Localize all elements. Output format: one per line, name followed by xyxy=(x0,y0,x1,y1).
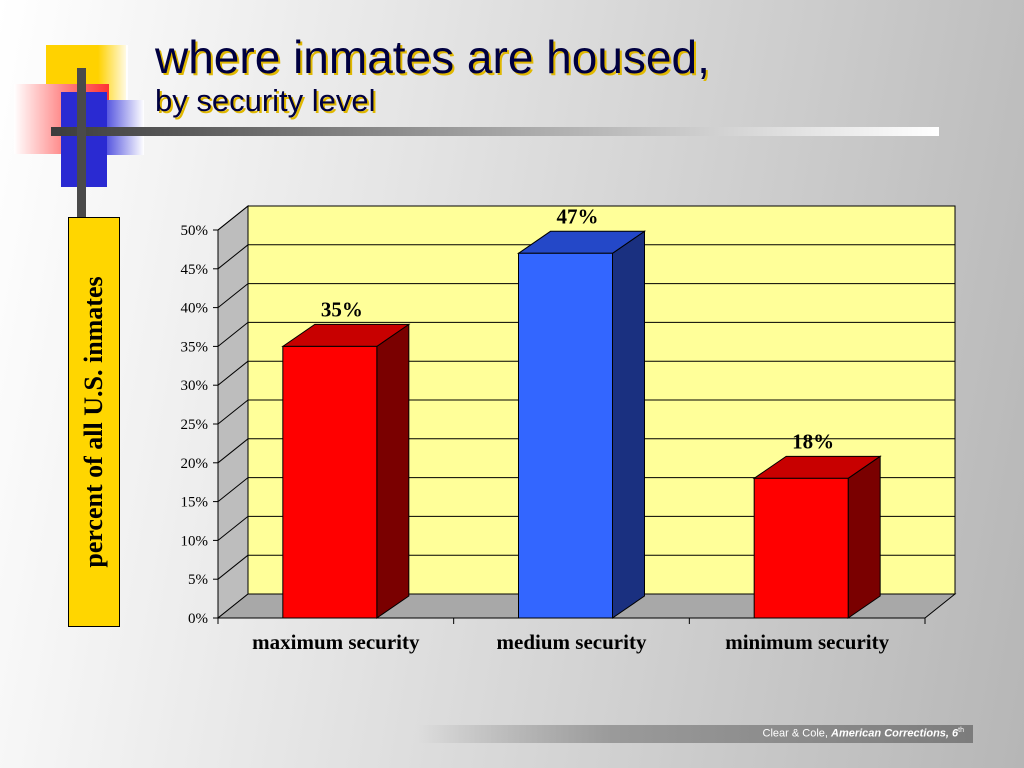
bar-side xyxy=(847,455,881,619)
y-tick-label: 40% xyxy=(181,301,209,317)
y-tick-label: 20% xyxy=(181,456,209,472)
decor-horizontal-rule xyxy=(51,127,939,136)
data-label: 47% xyxy=(557,204,599,228)
y-tick-label: 25% xyxy=(181,417,209,433)
gridline-side xyxy=(217,438,249,464)
y-tick-label: 15% xyxy=(181,495,209,511)
bar-side xyxy=(376,323,410,619)
bar xyxy=(753,477,849,619)
footer-citation: Clear & Cole, American Corrections, 6th xyxy=(763,727,964,740)
y-tick-label: 45% xyxy=(181,262,209,278)
slide-subtitle: by security level xyxy=(155,83,376,118)
slide-title: where inmates are housed, xyxy=(155,31,710,83)
footer-bar xyxy=(418,725,973,743)
decor-vertical-rule xyxy=(77,68,86,218)
gridline-side xyxy=(217,399,249,425)
x-tick-label: medium security xyxy=(497,630,647,654)
gridline-side xyxy=(217,244,249,270)
footer-authors: Clear & Cole, xyxy=(762,727,831,740)
y-tick-label: 50% xyxy=(181,223,209,239)
x-tick-label: minimum security xyxy=(725,630,889,654)
gridline-side xyxy=(217,360,249,386)
y-tick-label: 35% xyxy=(181,339,209,355)
gridline-side xyxy=(217,554,249,580)
bar xyxy=(518,252,613,619)
x-tick-label: maximum security xyxy=(252,630,420,654)
data-label: 18% xyxy=(792,429,834,453)
bar xyxy=(282,345,378,619)
y-tick-label: 30% xyxy=(181,378,209,394)
gridline-side xyxy=(217,205,249,231)
y-tick-label: 10% xyxy=(181,533,209,549)
bar-side xyxy=(612,230,645,619)
gridline-side xyxy=(217,477,249,502)
gridline-side xyxy=(217,516,249,541)
y-axis-label-box: percent of all U.S. inmates xyxy=(68,217,120,627)
y-tick-label: 0% xyxy=(188,611,208,627)
data-label: 35% xyxy=(321,297,363,321)
footer-book-title: American Corrections, 6 xyxy=(831,727,959,740)
gridline-side xyxy=(217,283,249,308)
gridline-side xyxy=(217,322,249,347)
footer-edition-suffix: th xyxy=(958,727,964,734)
y-tick-label: 5% xyxy=(188,572,208,588)
